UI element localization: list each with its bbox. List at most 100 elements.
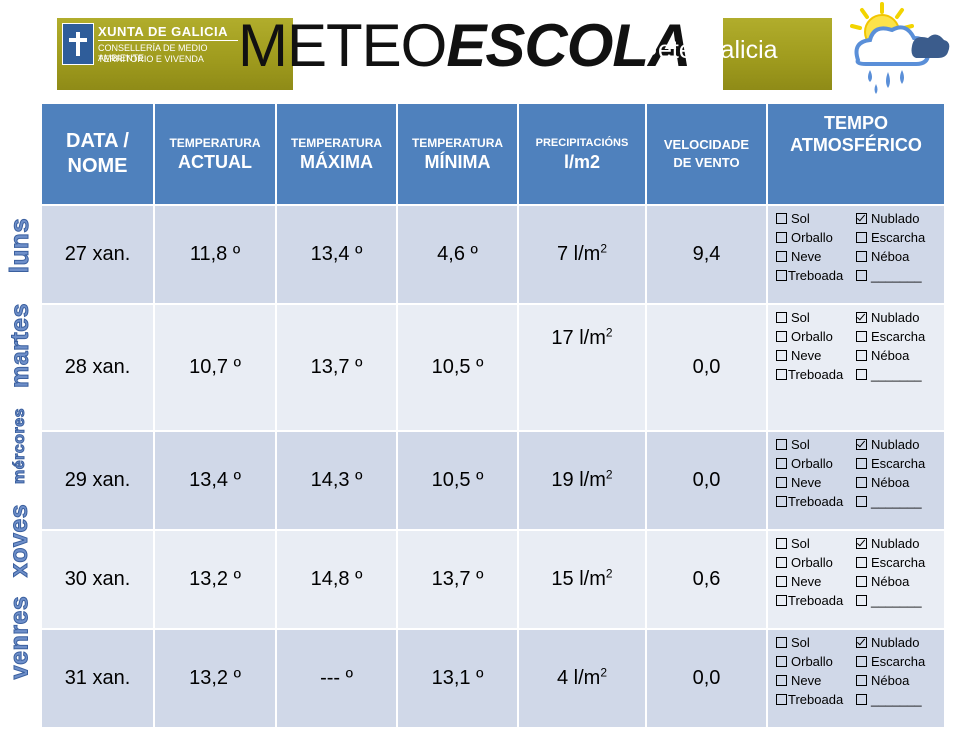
- checkbox-nublado[interactable]: [856, 637, 867, 648]
- cell-sky: Sol Nublado Orballo Escarcha Neve Néboa …: [766, 529, 946, 630]
- table-row: 30 xan. 13,2 º 14,8 º 13,7 º 15 l/m2 0,6…: [40, 529, 946, 630]
- option-label-blank: _______: [871, 367, 922, 382]
- checkbox-neve[interactable]: [776, 675, 787, 686]
- checkbox-sol[interactable]: [776, 439, 787, 450]
- checkbox-treboada[interactable]: [776, 496, 787, 507]
- xunta-subtitle-1: CONSELLERÍA DE MEDIO AMBIENTE: [98, 43, 208, 63]
- sky-option-nublado: Nublado: [856, 309, 944, 326]
- sky-option-neve: Neve: [776, 672, 856, 689]
- value-wind: 9,4: [692, 243, 721, 265]
- checkbox-escarcha[interactable]: [856, 458, 867, 469]
- checkbox-neve[interactable]: [776, 251, 787, 262]
- checkbox-orballo[interactable]: [776, 557, 787, 568]
- checkbox-treboada[interactable]: [776, 369, 787, 380]
- option-label-blank: _______: [871, 494, 922, 509]
- option-label-orballo: Orballo: [791, 329, 833, 344]
- precip-unit: l/m: [579, 568, 606, 590]
- option-label-sol: Sol: [791, 536, 810, 551]
- checkbox-sol[interactable]: [776, 637, 787, 648]
- checkbox-neboa[interactable]: [856, 350, 867, 361]
- checkbox-neboa[interactable]: [856, 675, 867, 686]
- option-label-orballo: Orballo: [791, 230, 833, 245]
- checkbox-escarcha[interactable]: [856, 557, 867, 568]
- sky-option-sol: Sol: [776, 634, 856, 651]
- checkbox-orballo[interactable]: [776, 458, 787, 469]
- day-label-martes: martes: [0, 293, 40, 398]
- option-label-escarcha: Escarcha: [871, 555, 926, 570]
- checkbox-nublado[interactable]: [856, 439, 867, 450]
- checkbox-neboa[interactable]: [856, 251, 867, 262]
- option-label-treboada: Treboada: [788, 692, 844, 707]
- value-wind: 0,0: [692, 356, 721, 378]
- checkbox-sol[interactable]: [776, 312, 787, 323]
- xunta-logo: XUNTA DE GALICIA CONSELLERÍA DE MEDIO AM…: [62, 23, 242, 67]
- weather-table: DATA / NOME TEMPERATURA ACTUAL TEMPERATU…: [40, 102, 946, 729]
- value-date: 28 xan.: [64, 356, 131, 378]
- checkbox-neboa[interactable]: [856, 576, 867, 587]
- sky-option-treboada: Treboada: [776, 493, 856, 510]
- value-min: 10,5 º: [431, 469, 484, 491]
- sky-option-escarcha: Escarcha: [856, 554, 944, 571]
- checkbox-orballo[interactable]: [776, 656, 787, 667]
- checkbox-other[interactable]: [856, 595, 867, 606]
- checkbox-neve[interactable]: [776, 477, 787, 488]
- option-label-nublado: Nublado: [871, 536, 920, 551]
- checkbox-other[interactable]: [856, 369, 867, 380]
- cell-actual: 13,2 º: [153, 529, 277, 630]
- checkbox-neboa[interactable]: [856, 477, 867, 488]
- option-label-neboa: Néboa: [871, 673, 910, 688]
- day-label-text: luns: [4, 217, 35, 274]
- day-label-mercores: mércores: [0, 398, 40, 493]
- option-label-treboada: Treboada: [788, 593, 844, 608]
- cell-wind: 0,6: [645, 529, 768, 630]
- cell-precip: 15 l/m2: [517, 529, 647, 630]
- checkbox-nublado[interactable]: [856, 213, 867, 224]
- checkbox-escarcha[interactable]: [856, 656, 867, 667]
- sky-options: Sol Nublado Orballo Escarcha Neve Néboa …: [776, 210, 944, 284]
- sky-option-neboa: Néboa: [856, 347, 944, 364]
- option-label-neboa: Néboa: [871, 574, 910, 589]
- checkbox-orballo[interactable]: [776, 331, 787, 342]
- option-label-escarcha: Escarcha: [871, 456, 926, 471]
- sky-option-orballo: Orballo: [776, 229, 856, 246]
- cell-wind: 9,4: [645, 204, 768, 305]
- option-label-sol: Sol: [791, 437, 810, 452]
- option-label-sol: Sol: [791, 310, 810, 325]
- checkbox-sol[interactable]: [776, 213, 787, 224]
- checkbox-orballo[interactable]: [776, 232, 787, 243]
- checkbox-other[interactable]: [856, 270, 867, 281]
- option-label-treboada: Treboada: [788, 367, 844, 382]
- checkbox-nublado[interactable]: [856, 312, 867, 323]
- value-min: 10,5 º: [431, 356, 484, 378]
- sky-option-blank: _______: [856, 493, 944, 510]
- value-wind: 0,0: [692, 667, 721, 689]
- precip-unit: l/m: [579, 469, 606, 491]
- checkbox-nublado[interactable]: [856, 538, 867, 549]
- checkbox-escarcha[interactable]: [856, 232, 867, 243]
- cell-precip: 17 l/m2: [517, 303, 647, 432]
- cell-precip: 4 l/m2: [517, 628, 647, 729]
- checkbox-neve[interactable]: [776, 350, 787, 361]
- checkbox-treboada[interactable]: [776, 694, 787, 705]
- sky-option-neve: Neve: [776, 474, 856, 491]
- sky-option-treboada: Treboada: [776, 592, 856, 609]
- option-label-neboa: Néboa: [871, 475, 910, 490]
- checkbox-treboada[interactable]: [776, 595, 787, 606]
- option-label-neboa: Néboa: [871, 348, 910, 363]
- sky-options: Sol Nublado Orballo Escarcha Neve Néboa …: [776, 634, 944, 708]
- checkbox-treboada[interactable]: [776, 270, 787, 281]
- value-actual: 13,2 º: [189, 667, 241, 689]
- table-header-row: DATA / NOME TEMPERATURA ACTUAL TEMPERATU…: [40, 102, 946, 206]
- value-date: 31 xan.: [64, 667, 131, 689]
- checkbox-escarcha[interactable]: [856, 331, 867, 342]
- title-part-escola: ESCOLA: [446, 12, 691, 79]
- option-label-blank: _______: [871, 593, 922, 608]
- sky-option-escarcha: Escarcha: [856, 455, 944, 472]
- value-wind: 0,6: [692, 568, 721, 590]
- option-label-blank: _______: [871, 268, 922, 283]
- sky-option-blank: _______: [856, 691, 944, 708]
- checkbox-other[interactable]: [856, 694, 867, 705]
- checkbox-sol[interactable]: [776, 538, 787, 549]
- checkbox-other[interactable]: [856, 496, 867, 507]
- checkbox-neve[interactable]: [776, 576, 787, 587]
